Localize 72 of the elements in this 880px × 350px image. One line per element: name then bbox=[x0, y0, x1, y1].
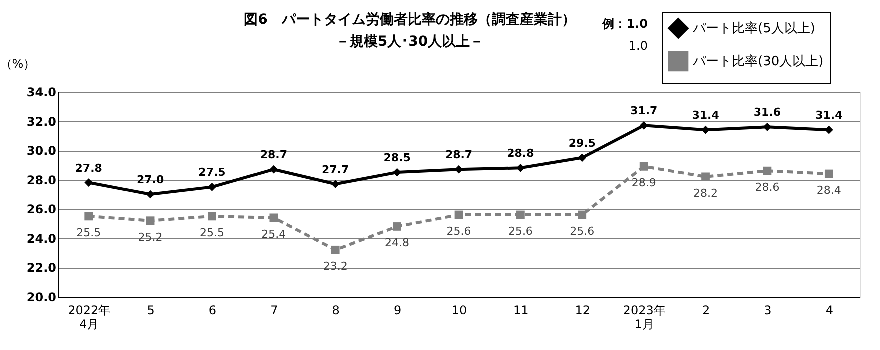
x-tick-label: 7 bbox=[270, 304, 278, 318]
data-label: 27.8 bbox=[75, 162, 102, 175]
data-label: 25.6 bbox=[508, 225, 533, 238]
data-label: 28.7 bbox=[260, 148, 288, 162]
data-label: 31.6 bbox=[754, 106, 782, 120]
data-label: 25.6 bbox=[446, 225, 472, 238]
x-tick-label: 4 bbox=[826, 304, 834, 318]
data-label: 25.6 bbox=[570, 225, 595, 238]
point bbox=[208, 182, 216, 192]
point bbox=[331, 246, 340, 254]
point bbox=[516, 210, 525, 220]
chart-subtitle: －規模5人･30人以上－ bbox=[336, 34, 484, 50]
point bbox=[270, 214, 278, 222]
point bbox=[454, 210, 464, 220]
data-label: 31.4 bbox=[692, 109, 720, 122]
y-axis-title: （%） bbox=[0, 57, 36, 71]
data-label: 25.5 bbox=[76, 226, 102, 240]
x-tick-label: 2 bbox=[702, 304, 710, 318]
x-tick-label: 11 bbox=[514, 304, 529, 318]
x-tick-label: 5 bbox=[147, 304, 155, 318]
y-tick-label: 24.0 bbox=[26, 232, 56, 246]
point bbox=[84, 212, 94, 221]
chart-title: 図6 パートタイム労働者比率の推移（調査産業計） bbox=[244, 11, 576, 28]
y-tick-label: 20.0 bbox=[26, 290, 56, 304]
x-tick-label: 6 bbox=[208, 304, 217, 318]
x-tick-label: 2022年 4月 bbox=[68, 304, 111, 332]
data-label: 25.5 bbox=[200, 226, 224, 240]
point bbox=[146, 216, 155, 226]
x-tick-label: 8 bbox=[332, 304, 340, 318]
point bbox=[208, 212, 216, 221]
legend-label: パート比率(5人以上) bbox=[692, 20, 816, 36]
data-label: 28.7 bbox=[445, 148, 473, 162]
data-label: 28.4 bbox=[816, 184, 842, 197]
point bbox=[516, 164, 525, 172]
data-label: 28.6 bbox=[755, 181, 780, 194]
point bbox=[824, 170, 834, 178]
point bbox=[393, 168, 402, 177]
data-label: 29.5 bbox=[568, 136, 596, 150]
data-label: 28.2 bbox=[694, 186, 718, 200]
y-tick-label: 34.0 bbox=[26, 86, 56, 100]
y-tick-label: 26.0 bbox=[26, 202, 56, 217]
point bbox=[331, 180, 340, 188]
x-tick-label: 9 bbox=[394, 304, 402, 318]
data-label: 24.8 bbox=[385, 236, 410, 250]
point bbox=[84, 178, 94, 187]
data-label: 27.7 bbox=[322, 163, 350, 176]
point bbox=[578, 154, 587, 162]
data-label: 28.8 bbox=[507, 147, 534, 160]
point bbox=[702, 172, 710, 182]
x-tick-label: 2023年 1月 bbox=[623, 304, 666, 332]
point bbox=[393, 222, 402, 231]
data-label: 31.7 bbox=[630, 104, 658, 118]
point bbox=[270, 165, 278, 174]
data-label: 27.5 bbox=[198, 166, 226, 180]
point bbox=[763, 166, 772, 176]
point bbox=[578, 210, 587, 220]
data-label: 25.4 bbox=[262, 228, 286, 241]
text: 1.0 bbox=[628, 39, 648, 53]
y-tick-label: 22.0 bbox=[26, 261, 56, 276]
data-label: 28.5 bbox=[384, 152, 411, 165]
x-tick-label: 3 bbox=[764, 304, 772, 318]
point bbox=[640, 162, 648, 171]
x-tick-label: 12 bbox=[575, 304, 591, 318]
data-label: 27.0 bbox=[136, 174, 164, 186]
x-tick-label: 10 bbox=[452, 304, 468, 318]
data-label: 31.4 bbox=[816, 109, 844, 122]
legend-label: パート比率(30人以上) bbox=[692, 54, 824, 70]
y-tick-label: 30.0 bbox=[26, 144, 56, 158]
y-tick-label: 32.0 bbox=[26, 114, 56, 129]
text: 例：1.0 bbox=[602, 17, 648, 31]
point bbox=[146, 190, 155, 199]
y-tick-label: 28.0 bbox=[26, 173, 56, 188]
